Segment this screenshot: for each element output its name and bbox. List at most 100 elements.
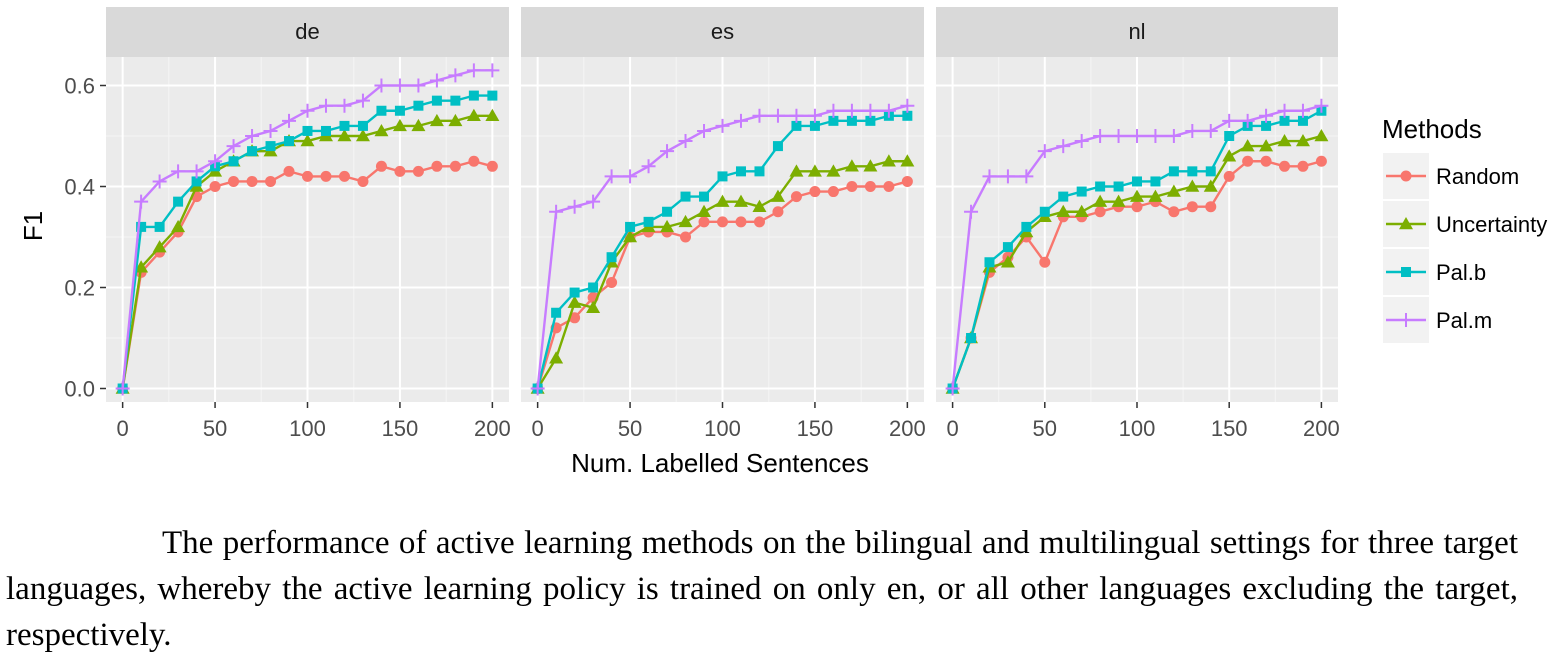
data-point: [208, 154, 223, 169]
data-point: [678, 134, 693, 149]
data-point: [549, 204, 564, 219]
data-point: [189, 164, 204, 179]
data-point: [1259, 139, 1274, 152]
caption-text: The performance of active learning metho…: [6, 525, 1518, 653]
data-point: [530, 381, 545, 396]
data-point: [1314, 98, 1329, 113]
data-point: [754, 166, 765, 177]
data-point: [1279, 115, 1290, 126]
legend-key-marker: [1399, 313, 1413, 327]
data-point: [284, 136, 295, 147]
data-point: [865, 115, 876, 126]
data-point: [1150, 176, 1161, 187]
legend-label: Uncertainty: [1436, 212, 1547, 237]
data-point: [770, 108, 785, 123]
data-point: [1093, 129, 1108, 143]
y-tick-label: 0.4: [64, 175, 95, 200]
legend-key-marker: [1399, 217, 1413, 230]
data-point: [413, 100, 424, 111]
data-point: [1148, 189, 1163, 202]
data-point: [318, 98, 333, 113]
data-point: [411, 118, 426, 132]
data-point: [152, 174, 167, 189]
legend-entry: Pal.m: [1383, 297, 1492, 343]
data-point: [1074, 134, 1089, 149]
data-point: [394, 105, 405, 116]
data-point: [283, 165, 295, 177]
data-point: [606, 252, 617, 263]
data-point: [466, 63, 481, 78]
data-point: [411, 78, 426, 93]
data-point: [1076, 186, 1087, 197]
data-point: [1132, 176, 1142, 187]
data-point: [660, 144, 675, 159]
x-tick-label: 150: [1211, 416, 1248, 441]
data-point: [660, 219, 675, 233]
data-point: [1168, 206, 1180, 218]
x-tick-label: 100: [289, 416, 326, 441]
data-point: [902, 110, 913, 121]
data-point: [770, 189, 785, 202]
series-pal-m: [115, 63, 500, 396]
data-point: [698, 216, 710, 228]
facet-strip: [521, 7, 924, 57]
data-point: [1297, 160, 1309, 172]
x-tick-label: 200: [474, 416, 511, 441]
data-point: [374, 78, 389, 93]
data-point: [191, 176, 202, 187]
data-point: [697, 204, 712, 217]
data-point: [982, 169, 997, 184]
data-point: [431, 160, 443, 172]
data-point: [807, 164, 822, 177]
x-tick-label: 200: [889, 416, 926, 441]
data-point: [984, 257, 995, 268]
data-point: [300, 134, 315, 147]
data-point: [487, 90, 498, 101]
data-point: [429, 113, 444, 127]
data-point: [567, 199, 582, 214]
data-point: [115, 381, 130, 396]
data-point: [355, 93, 370, 108]
data-point: [901, 175, 913, 187]
data-point: [1277, 134, 1292, 147]
x-tick-label: 150: [797, 416, 834, 441]
y-tick-label: 0.0: [64, 377, 95, 402]
data-point: [697, 123, 712, 138]
data-point: [466, 108, 481, 122]
data-point: [228, 175, 240, 187]
data-point: [136, 221, 147, 232]
data-point: [1056, 204, 1071, 217]
data-point: [337, 98, 352, 113]
data-point: [1203, 179, 1218, 192]
data-point: [966, 333, 977, 343]
data-point: [247, 146, 258, 157]
data-point: [449, 160, 461, 172]
data-point: [735, 216, 747, 228]
data-point: [448, 113, 463, 127]
data-point: [1094, 206, 1106, 218]
data-point: [735, 166, 746, 177]
data-point: [300, 103, 315, 118]
data-point: [302, 125, 313, 136]
data-point: [376, 105, 387, 116]
data-point: [1185, 123, 1200, 138]
data-point: [549, 351, 564, 364]
data-point: [828, 115, 839, 126]
data-point: [753, 216, 765, 228]
data-point: [827, 186, 839, 198]
data-point: [374, 123, 389, 137]
data-point: [448, 68, 463, 83]
figure-caption: The performance of active learning metho…: [6, 520, 1518, 658]
data-point: [641, 159, 656, 174]
data-point: [1019, 169, 1034, 184]
data-point: [337, 129, 352, 142]
data-point: [1058, 191, 1069, 202]
series-pal-m: [945, 98, 1329, 396]
data-point: [265, 175, 277, 187]
x-tick-label: 150: [382, 416, 419, 441]
series-pal-b: [117, 90, 498, 394]
data-point: [1130, 189, 1144, 202]
data-point: [1166, 184, 1181, 197]
data-point: [1113, 181, 1124, 192]
data-point: [752, 199, 767, 212]
